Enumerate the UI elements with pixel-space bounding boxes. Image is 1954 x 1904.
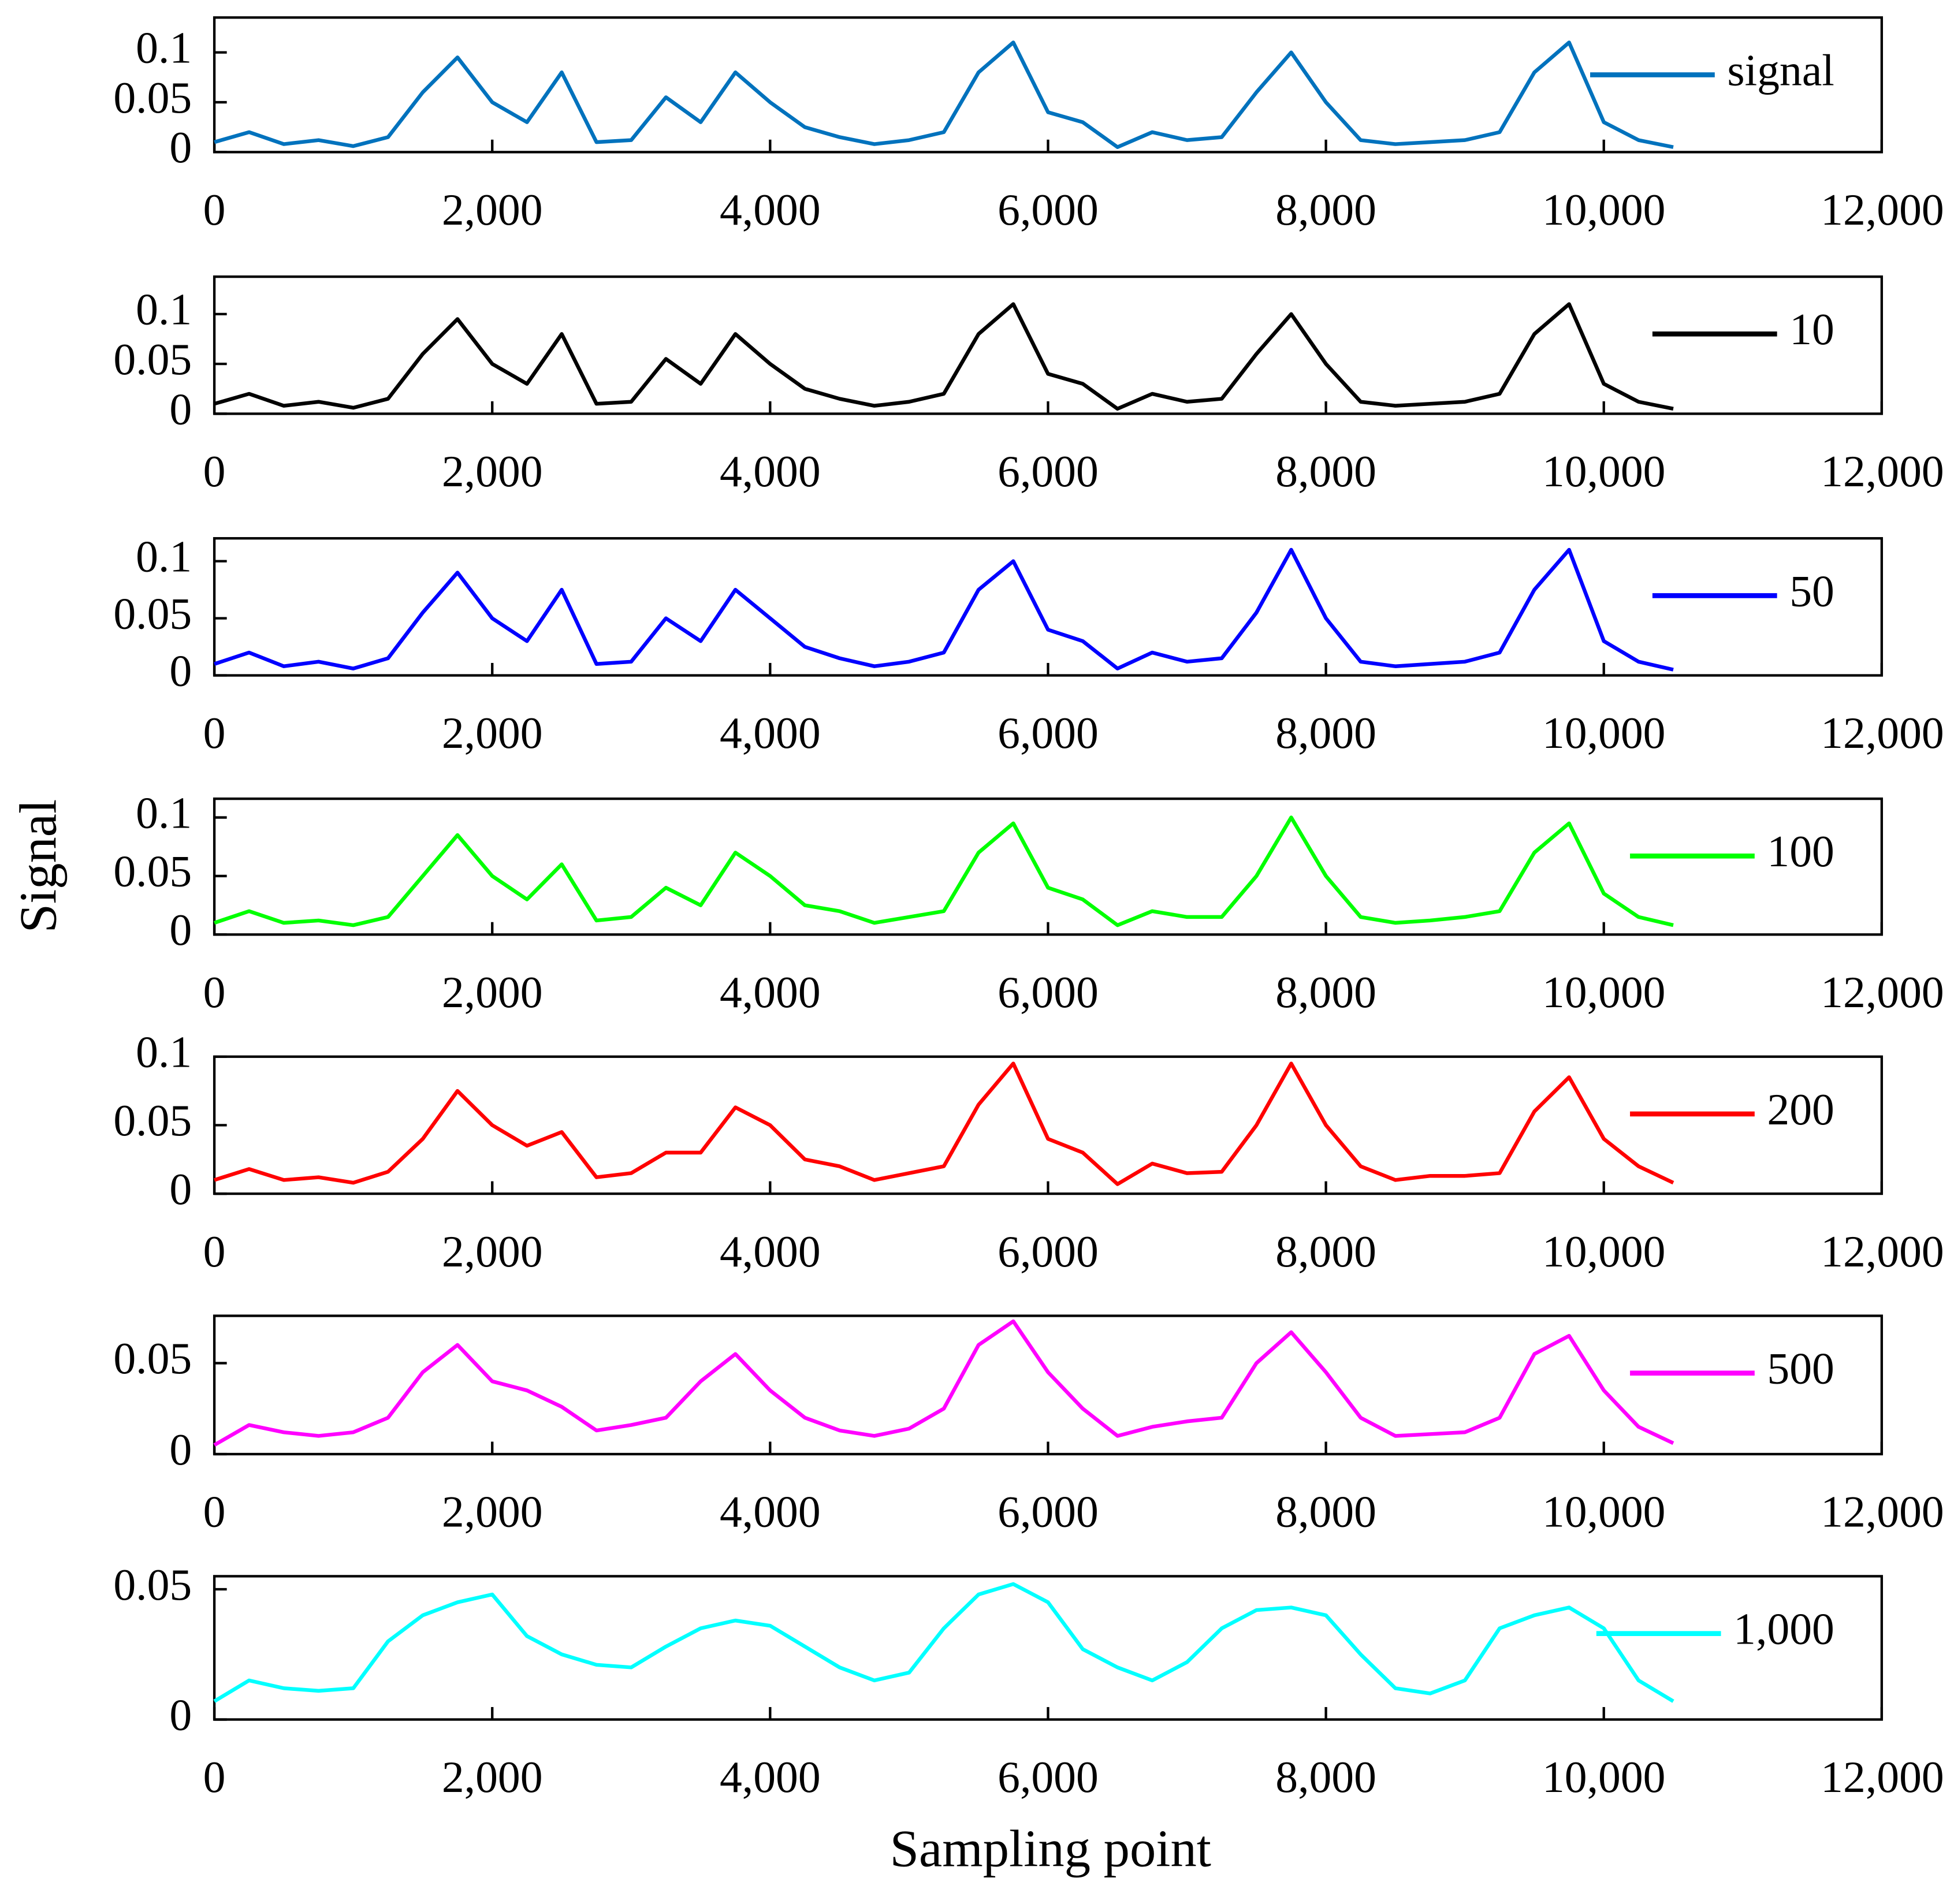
x-tick-label: 8,000 bbox=[1275, 1487, 1376, 1537]
x-tick-label: 4,000 bbox=[720, 1227, 821, 1276]
x-tick-label: 6,000 bbox=[998, 185, 1099, 234]
y-tick-label: 0 bbox=[169, 646, 192, 695]
legend-label: 50 bbox=[1789, 566, 1834, 616]
x-tick-label: 4,000 bbox=[720, 967, 821, 1017]
x-tick-label: 2,000 bbox=[442, 1227, 543, 1276]
y-tick-label: 0.05 bbox=[113, 1333, 192, 1383]
x-tick-label: 0 bbox=[203, 1227, 226, 1276]
x-tick-label: 8,000 bbox=[1275, 1752, 1376, 1802]
y-tick-label: 0 bbox=[169, 122, 192, 172]
x-tick-label: 4,000 bbox=[720, 1752, 821, 1802]
legend-label: signal bbox=[1727, 45, 1834, 95]
data-line bbox=[214, 40, 1674, 149]
plot-frame bbox=[213, 1314, 1884, 1456]
x-tick-label: 12,000 bbox=[1821, 967, 1944, 1017]
x-tick-label: 0 bbox=[203, 708, 226, 758]
x-tick-label: 10,000 bbox=[1542, 1752, 1666, 1802]
data-line bbox=[214, 1061, 1674, 1186]
x-tick-label: 10,000 bbox=[1542, 185, 1666, 234]
y-tick-label: 0 bbox=[169, 1164, 192, 1214]
x-axis-label: Sampling point bbox=[890, 1819, 1211, 1877]
data-line bbox=[213, 1582, 1674, 1703]
y-tick-label: 0.05 bbox=[113, 847, 192, 896]
x-tick-label: 12,000 bbox=[1821, 1487, 1944, 1537]
y-tick-label: 0.1 bbox=[136, 788, 192, 837]
plot-frame bbox=[213, 1575, 1884, 1721]
y-tick-label: 0.1 bbox=[136, 285, 192, 334]
x-tick-label: 0 bbox=[203, 446, 226, 496]
legend-label: 1,000 bbox=[1733, 1604, 1834, 1653]
data-line bbox=[213, 1319, 1674, 1447]
y-axis-label: Signal bbox=[9, 799, 67, 933]
x-tick-label: 2,000 bbox=[442, 185, 543, 234]
y-tick-label: 0.05 bbox=[113, 1096, 192, 1145]
x-tick-label: 6,000 bbox=[998, 1487, 1099, 1537]
y-tick-label: 0 bbox=[169, 905, 192, 955]
x-tick-label: 6,000 bbox=[998, 1752, 1099, 1802]
x-tick-label: 10,000 bbox=[1542, 708, 1666, 758]
y-tick-label: 0 bbox=[169, 1690, 192, 1739]
x-tick-label: 12,000 bbox=[1821, 1227, 1944, 1276]
legend-label: 100 bbox=[1767, 826, 1834, 876]
x-tick-label: 4,000 bbox=[720, 446, 821, 496]
x-tick-label: 0 bbox=[203, 1487, 226, 1537]
plot-frame bbox=[213, 1055, 1884, 1195]
x-tick-label: 6,000 bbox=[998, 708, 1099, 758]
data-line bbox=[214, 302, 1674, 411]
legend-label: 500 bbox=[1767, 1344, 1834, 1393]
legend-label: 200 bbox=[1767, 1085, 1834, 1134]
x-tick-label: 8,000 bbox=[1275, 446, 1376, 496]
data-line bbox=[214, 547, 1674, 672]
x-tick-label: 0 bbox=[203, 185, 226, 234]
y-tick-label: 0.1 bbox=[136, 23, 192, 73]
x-tick-label: 4,000 bbox=[720, 185, 821, 234]
data-line bbox=[214, 815, 1674, 927]
x-tick-label: 0 bbox=[203, 967, 226, 1017]
x-tick-label: 12,000 bbox=[1821, 708, 1944, 758]
x-tick-label: 8,000 bbox=[1275, 967, 1376, 1017]
y-tick-label: 0.05 bbox=[113, 73, 192, 122]
plot-frame bbox=[213, 275, 1884, 415]
x-tick-label: 12,000 bbox=[1821, 1752, 1944, 1802]
x-tick-label: 4,000 bbox=[720, 1487, 821, 1537]
x-tick-label: 10,000 bbox=[1542, 967, 1666, 1017]
y-tick-label: 0 bbox=[169, 1425, 192, 1474]
x-tick-label: 8,000 bbox=[1275, 708, 1376, 758]
y-tick-label: 0.05 bbox=[113, 588, 192, 638]
plot-frame bbox=[213, 537, 1884, 677]
y-tick-label: 0.05 bbox=[113, 334, 192, 384]
y-tick-label: 0.05 bbox=[113, 1560, 192, 1609]
y-tick-label: 0.1 bbox=[136, 1027, 192, 1077]
x-tick-label: 6,000 bbox=[998, 967, 1099, 1017]
x-tick-label: 8,000 bbox=[1275, 185, 1376, 234]
x-tick-label: 2,000 bbox=[442, 708, 543, 758]
x-tick-label: 4,000 bbox=[720, 708, 821, 758]
x-tick-label: 2,000 bbox=[442, 967, 543, 1017]
x-tick-label: 2,000 bbox=[442, 1752, 543, 1802]
x-tick-label: 10,000 bbox=[1542, 446, 1666, 496]
x-tick-label: 10,000 bbox=[1542, 1227, 1666, 1276]
x-tick-label: 8,000 bbox=[1275, 1227, 1376, 1276]
x-tick-label: 2,000 bbox=[442, 446, 543, 496]
x-tick-label: 6,000 bbox=[998, 446, 1099, 496]
x-tick-label: 12,000 bbox=[1821, 446, 1944, 496]
x-tick-label: 6,000 bbox=[998, 1227, 1099, 1276]
x-tick-label: 10,000 bbox=[1542, 1487, 1666, 1537]
plot-frame bbox=[213, 16, 1884, 154]
legend-label: 10 bbox=[1789, 304, 1834, 354]
x-tick-label: 0 bbox=[203, 1752, 226, 1802]
x-tick-label: 12,000 bbox=[1821, 185, 1944, 234]
x-tick-label: 2,000 bbox=[442, 1487, 543, 1537]
y-tick-label: 0 bbox=[169, 384, 192, 434]
y-tick-label: 0.1 bbox=[136, 532, 192, 582]
